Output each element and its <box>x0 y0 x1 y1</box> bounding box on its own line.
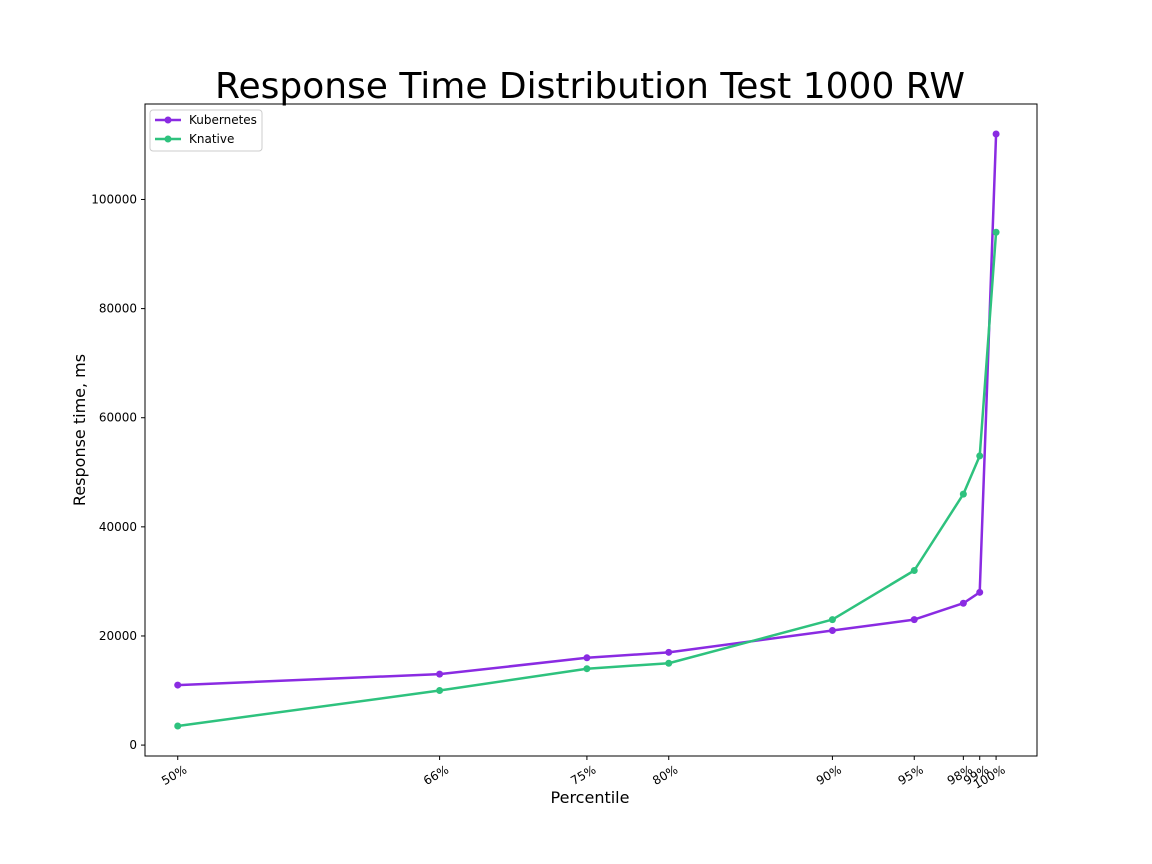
x-tick-label: 80% <box>650 762 680 787</box>
y-axis-label: Response time, ms <box>70 354 89 506</box>
y-tick-label: 0 <box>129 738 137 752</box>
x-tick-label: 66% <box>421 762 451 787</box>
data-point-knative <box>992 228 1000 236</box>
data-point-knative <box>910 566 918 574</box>
data-point-kubernetes <box>828 627 836 635</box>
data-point-knative <box>174 722 182 730</box>
data-point-kubernetes <box>959 599 967 607</box>
data-point-kubernetes <box>992 130 1000 138</box>
plot-area <box>144 103 1038 757</box>
x-tick-label: 90% <box>814 762 844 787</box>
y-tick-label: 60000 <box>99 411 137 425</box>
data-point-kubernetes <box>665 648 673 656</box>
data-point-kubernetes <box>174 681 182 689</box>
series-line-kubernetes <box>177 133 998 687</box>
data-point-knative <box>959 490 967 498</box>
series-layer <box>174 130 1000 730</box>
x-axis: 50% 66% 75% 80% 90% 95% 98%99%100% <box>159 756 1008 792</box>
data-point-knative <box>828 616 836 624</box>
y-tick-label: 40000 <box>99 520 137 534</box>
data-point-knative <box>665 659 673 667</box>
chart-title: Response Time Distribution Test 1000 RW <box>215 66 965 107</box>
legend-marker <box>164 116 172 124</box>
legend: Kubernetes Knative <box>149 109 263 152</box>
data-point-kubernetes <box>583 654 591 662</box>
data-point-knative <box>436 687 444 695</box>
y-tick-label: 100000 <box>91 192 137 206</box>
y-axis: 0 20000 40000 60000 80000 100000 <box>91 192 145 752</box>
x-tick-label: 95% <box>896 762 926 787</box>
data-point-knative <box>976 452 984 460</box>
y-tick-label: 80000 <box>99 302 137 316</box>
x-axis-label: Percentile <box>551 788 630 807</box>
data-point-kubernetes <box>910 616 918 624</box>
data-point-kubernetes <box>976 588 984 596</box>
x-tick-label: 50% <box>159 762 189 787</box>
y-tick-label: 20000 <box>99 629 137 643</box>
legend-entry: Kubernetes <box>189 113 257 127</box>
data-point-kubernetes <box>436 670 444 678</box>
legend-entry: Knative <box>189 132 234 146</box>
data-point-knative <box>583 665 591 673</box>
series-line-knative <box>177 232 998 728</box>
x-tick-label: 75% <box>568 762 598 787</box>
legend-marker <box>164 135 172 143</box>
